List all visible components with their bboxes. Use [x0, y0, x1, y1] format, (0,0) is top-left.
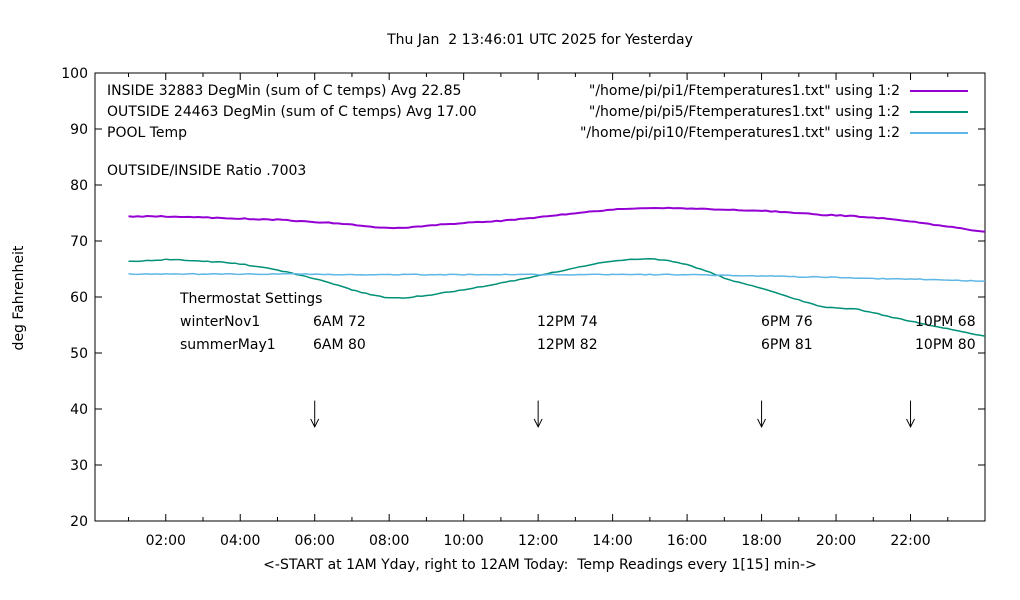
summer-6pm-setting: 6PM 81: [761, 337, 813, 353]
y-tick-label: 50: [70, 346, 88, 362]
thermostat-change-arrowhead: [757, 418, 767, 429]
x-tick-label: 12:00: [518, 533, 558, 549]
legend: INSIDE 32883 DegMin (sum of C temps) Avg…: [107, 80, 968, 143]
winter-12pm-setting: 12PM 74: [537, 314, 598, 330]
winter-season-label: winterNov1: [180, 314, 261, 330]
x-axis-label: <-START at 1AM Yday, right to 12AM Today…: [263, 557, 817, 573]
summer-10pm-setting: 10PM 80: [915, 337, 976, 353]
thermostat-settings: Thermostat Settings winterNov1 6AM 72 12…: [180, 291, 1020, 360]
y-tick-label: 30: [70, 458, 88, 474]
y-tick-label: 90: [70, 122, 88, 138]
x-tick-label: 14:00: [592, 533, 632, 549]
summer-season-label: summerMay1: [180, 337, 276, 353]
x-tick-label: 08:00: [369, 533, 409, 549]
pool-line-swatch: [910, 131, 968, 134]
x-tick-label: 10:00: [443, 533, 483, 549]
outside-temperature-line: [128, 258, 986, 337]
y-tick-label: 20: [70, 514, 88, 530]
winter-10pm-setting: 10PM 68: [915, 314, 976, 330]
y-tick-label: 40: [70, 402, 88, 418]
thermostat-heading: Thermostat Settings: [180, 291, 323, 307]
legend-file-pool: "/home/pi/pi10/Ftemperatures1.txt" using…: [579, 124, 900, 141]
thermostat-summer-row: summerMay1 6AM 80 12PM 82 6PM 81 10PM 80: [180, 337, 1020, 360]
legend-file-outside: "/home/pi/pi5/Ftemperatures1.txt" using …: [588, 103, 900, 120]
x-tick-label: 18:00: [741, 533, 781, 549]
legend-label-pool: POOL Temp: [107, 124, 188, 141]
y-axis-label: deg Fahrenheit: [11, 245, 27, 351]
thermostat-change-arrowhead: [906, 418, 915, 429]
x-tick-label: 20:00: [816, 533, 856, 549]
ratio-note: OUTSIDE/INSIDE Ratio .7003: [107, 163, 307, 179]
legend-label-outside: OUTSIDE 24463 DegMin (sum of C temps) Av…: [107, 103, 477, 120]
legend-label-inside: INSIDE 32883 DegMin (sum of C temps) Avg…: [107, 82, 462, 99]
x-tick-label: 04:00: [220, 533, 260, 549]
x-tick-label: 16:00: [667, 533, 707, 549]
y-tick-label: 80: [70, 178, 88, 194]
thermostat-change-arrowhead: [533, 418, 543, 429]
legend-row-outside: OUTSIDE 24463 DegMin (sum of C temps) Av…: [107, 101, 968, 122]
summer-12pm-setting: 12PM 82: [537, 337, 598, 353]
legend-file-inside: "/home/pi/pi1/Ftemperatures1.txt" using …: [588, 82, 900, 99]
winter-6pm-setting: 6PM 76: [761, 314, 813, 330]
y-tick-label: 60: [70, 290, 88, 306]
outside-line-swatch: [910, 110, 968, 113]
inside-line-swatch: [910, 89, 968, 92]
pool-temperature-line: [128, 272, 986, 282]
y-tick-label: 70: [70, 234, 88, 250]
chart-title: Thu Jan 2 13:46:01 UTC 2025 for Yesterda…: [387, 32, 693, 48]
thermostat-winter-row: winterNov1 6AM 72 12PM 74 6PM 76 10PM 68: [180, 314, 1020, 337]
legend-row-pool: POOL Temp "/home/pi/pi10/Ftemperatures1.…: [107, 122, 968, 143]
winter-6am-setting: 6AM 72: [313, 314, 366, 330]
x-tick-label: 06:00: [295, 533, 335, 549]
inside-temperature-line: [128, 206, 986, 233]
x-tick-label: 02:00: [146, 533, 186, 549]
thermostat-change-arrowhead: [310, 418, 320, 429]
legend-row-inside: INSIDE 32883 DegMin (sum of C temps) Avg…: [107, 80, 968, 101]
thermostat-heading-row: Thermostat Settings: [180, 291, 1020, 314]
summer-6am-setting: 6AM 80: [313, 337, 366, 353]
x-tick-label: 22:00: [890, 533, 930, 549]
y-tick-label: 100: [61, 66, 88, 82]
